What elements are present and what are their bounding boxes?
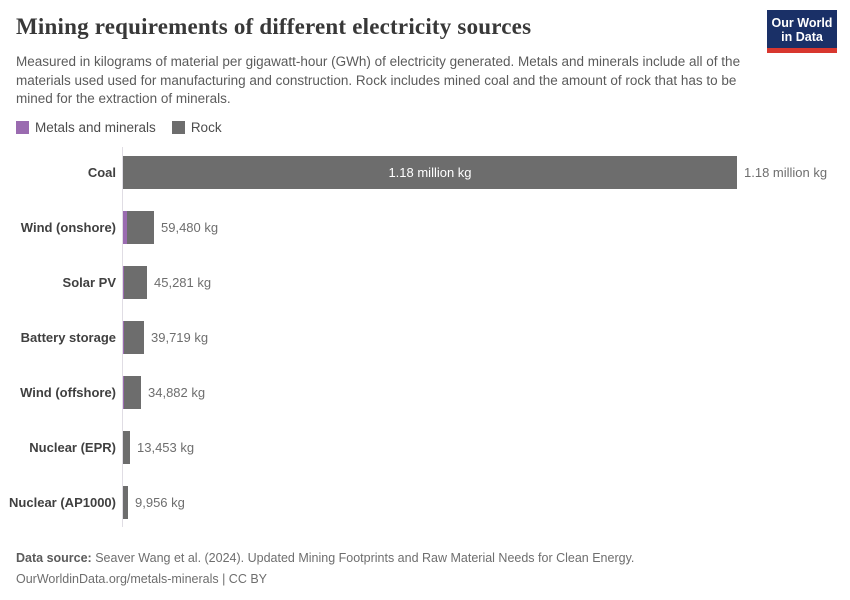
chart-row-nuclear-epr: Nuclear (EPR) 13,453 kg — [0, 420, 850, 475]
bar-wind-offshore — [123, 376, 141, 409]
chart-subtitle: Measured in kilograms of material per gi… — [16, 54, 741, 106]
data-source-text: Seaver Wang et al. (2024). Updated Minin… — [91, 551, 635, 565]
data-source-line: Data source: Seaver Wang et al. (2024). … — [16, 548, 836, 569]
bar-wrap: 59,480 kg — [122, 211, 850, 244]
chart-row-wind-offshore: Wind (offshore) 34,882 kg — [0, 365, 850, 420]
legend-label-rock: Rock — [190, 120, 222, 135]
bar-segment-metals — [123, 321, 124, 354]
category-label: Battery storage — [20, 330, 116, 345]
rock-swatch-icon — [171, 121, 185, 134]
legend-label-metals: Metals and minerals — [35, 120, 156, 135]
bar-value-label: 45,281 kg — [154, 275, 212, 290]
bar-segment-metals — [123, 266, 124, 299]
category-label: Coal — [87, 165, 116, 180]
bar-value-label: 1.18 million kg — [744, 165, 828, 180]
bar-value-label: 9,956 kg — [135, 495, 185, 510]
bar-wrap: 45,281 kg — [122, 266, 850, 299]
bar-nuclear-epr — [123, 431, 130, 464]
owid-logo[interactable]: Our World in Data — [767, 10, 837, 53]
bar-inside-value: 1.18 million kg — [388, 165, 472, 180]
chart-row-solar-pv: Solar PV 45,281 kg — [0, 255, 850, 310]
bar-wrap: 1.18 million kg 1.18 million kg — [122, 156, 850, 189]
category-label: Nuclear (AP1000) — [9, 495, 116, 510]
category-label: Wind (offshore) — [20, 385, 116, 400]
bar-wrap: 34,882 kg — [122, 376, 850, 409]
chart-legend: Metals and minerals Rock — [16, 120, 238, 135]
legend-item-metals: Metals and minerals — [16, 120, 156, 135]
bar-wrap: 13,453 kg — [122, 431, 850, 464]
bar-battery-storage — [123, 321, 144, 354]
bar-value-label: 13,453 kg — [137, 440, 195, 455]
page-title: Mining requirements of different electri… — [16, 14, 532, 39]
bar-nuclear-ap1000 — [123, 486, 128, 519]
chart-row-coal: Coal 1.18 million kg 1.18 million kg — [0, 145, 850, 200]
bar-wrap: 39,719 kg — [122, 321, 850, 354]
bar-wrap: 9,956 kg — [122, 486, 850, 519]
bar-chart: Coal 1.18 million kg 1.18 million kg Wind (… — [0, 145, 850, 530]
bar-value-label: 34,882 kg — [148, 385, 206, 400]
chart-row-nuclear-ap1000: Nuclear (AP1000) 9,956 kg — [0, 475, 850, 530]
y-axis-line — [122, 147, 123, 527]
legend-item-rock: Rock — [171, 120, 222, 135]
data-source-prefix: Data source: — [16, 551, 92, 565]
category-label: Solar PV — [62, 275, 116, 290]
bar-value-label: 59,480 kg — [161, 220, 219, 235]
bar-value-label: 39,719 kg — [151, 330, 209, 345]
bar-segment-metals — [123, 211, 127, 244]
license-link-line[interactable]: OurWorldinData.org/metals-minerals | CC … — [16, 572, 268, 586]
bar-coal: 1.18 million kg — [123, 156, 737, 189]
category-label: Nuclear (EPR) — [29, 440, 116, 455]
bar-wind-onshore — [123, 211, 154, 244]
owid-logo-line1: Our World — [771, 16, 833, 30]
metals-swatch-icon — [16, 121, 29, 134]
chart-row-battery-storage: Battery storage 39,719 kg — [0, 310, 850, 365]
chart-rows: Coal 1.18 million kg 1.18 million kg Wind (… — [0, 145, 850, 530]
owid-logo-line2: in Data — [781, 30, 823, 44]
category-label: Wind (onshore) — [20, 220, 116, 235]
bar-segment-metals — [123, 376, 124, 409]
chart-footer: Data source: Seaver Wang et al. (2024). … — [16, 548, 836, 590]
chart-row-wind-onshore: Wind (onshore) 59,480 kg — [0, 200, 850, 255]
bar-solar-pv — [123, 266, 147, 299]
